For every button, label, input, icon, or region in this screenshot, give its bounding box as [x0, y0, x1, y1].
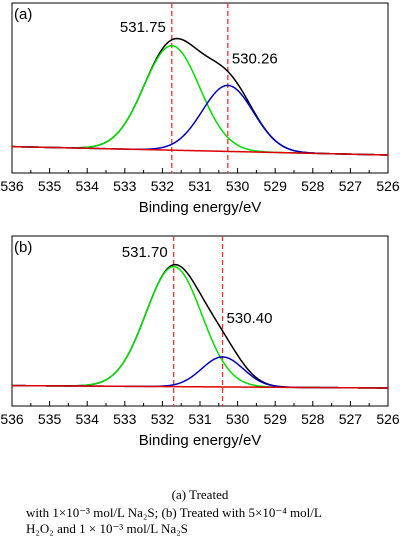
figure-caption-title: (a) Treated [171, 487, 229, 502]
figure-caption-line-2: H₂O₂ and 1 × 10⁻³ mol/L Na₂S [26, 521, 188, 536]
panel-a-component-1-curve [11, 84, 389, 156]
panel-b-x-tick-label: 534 [76, 411, 100, 427]
panel-b-x-tick-label: 528 [301, 411, 325, 427]
panel-a-x-tick-label: 530 [226, 178, 250, 194]
panel-b-component-1-curve [11, 356, 389, 389]
panel-a-label: (a) [14, 6, 32, 23]
panel-b-x-tick-label: 530 [226, 411, 250, 427]
panel-a-x-axis-label: Binding energy/eV [139, 199, 262, 216]
panel-b-x-axis-label: Binding energy/eV [139, 432, 262, 449]
panel-a-x-tick-label: 528 [301, 178, 325, 194]
panel-b-x-tick-label: 531 [188, 411, 212, 427]
panel-a-x-tick-label: 529 [264, 178, 288, 194]
figure-caption-line-1: with 1×10⁻³ mol/L Na₂S; (b) Treated with… [26, 505, 322, 520]
panel-a-background-curve [11, 145, 389, 156]
panel-b-x-tick-label: 527 [339, 411, 363, 427]
panel-a-peak-annotation: 531.75 [120, 19, 166, 36]
panel-a-component-0-curve [11, 45, 389, 156]
panel-b-x-tick-label: 529 [264, 411, 288, 427]
panel-a-envelope-curve [11, 37, 389, 156]
panel-a-x-tick-label: 527 [339, 178, 363, 194]
panel-b-x-tick-label: 526 [376, 411, 400, 427]
panel-a-x-tick-label: 533 [113, 178, 137, 194]
panel-b-background-curve [11, 384, 389, 389]
panel-a-x-tick-label: 532 [151, 178, 175, 194]
panel-b-peak-annotation: 531.70 [122, 244, 168, 261]
panel-b-label: (b) [14, 239, 32, 256]
panel-a-x-tick-label: 534 [76, 178, 100, 194]
panel-b-frame [11, 235, 389, 407]
panel-a-x-tick-label: 526 [376, 178, 400, 194]
panel-b-peak-annotation: 530.40 [227, 310, 273, 327]
panel-b-x-tick-label: 536 [0, 411, 24, 427]
panel-b-x-tick-label: 535 [38, 411, 62, 427]
panel-b-x-tick-label: 532 [151, 411, 175, 427]
panel-a-x-tick-label: 535 [38, 178, 62, 194]
panel-b-x-tick-label: 533 [113, 411, 137, 427]
panel-a-peak-annotation: 530.26 [232, 50, 278, 67]
panel-a-x-tick-label: 536 [0, 178, 24, 194]
panel-a-x-tick-label: 531 [188, 178, 212, 194]
